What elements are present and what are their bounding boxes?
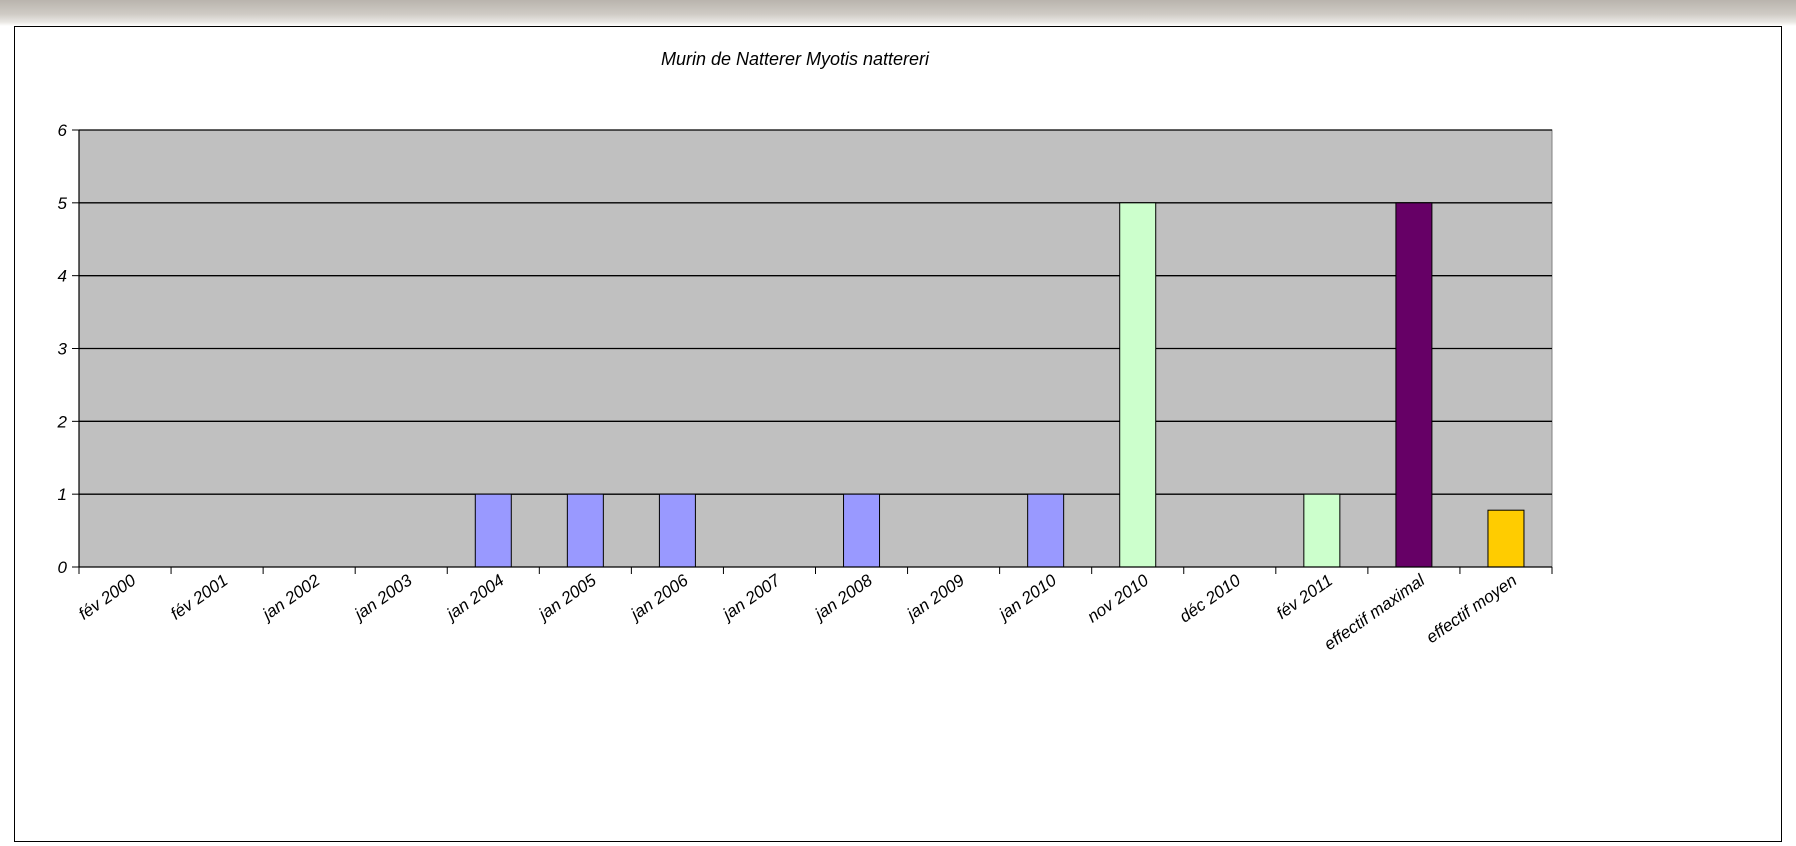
bar-4	[474, 493, 512, 568]
y-tick-label: 5	[58, 194, 68, 213]
x-axis-ticks: fév 2000 fév 2001 jan 2002 jan 2003 jan 2004…	[75, 567, 1553, 654]
x-tick-label: jan 2009	[902, 570, 968, 624]
x-tick-label: fév 2011	[1273, 571, 1336, 623]
bar-10	[1027, 493, 1065, 568]
bar-chart: Murin de Natterer Myotis nattereri 0 1 2 3 4…	[57, 49, 1553, 654]
chart-area: Murin de Natterer Myotis nattereri 0 1 2 3 4…	[14, 26, 1782, 842]
y-tick-label: 3	[58, 340, 68, 359]
bar-15	[1487, 509, 1525, 568]
y-tick-label: 0	[58, 558, 68, 577]
x-tick-label: déc 2010	[1176, 570, 1245, 626]
bar-6	[658, 493, 696, 568]
x-tick-label: jan 2005	[534, 570, 600, 624]
x-tick-label: jan 2007	[718, 570, 784, 624]
chart-title: Murin de Natterer Myotis nattereri	[661, 49, 930, 69]
x-tick-label: jan 2002	[257, 570, 323, 624]
y-tick-label: 1	[58, 485, 67, 504]
y-tick-label: 2	[57, 412, 68, 431]
x-tick-label: jan 2006	[626, 570, 692, 624]
x-tick-label: jan 2003	[350, 570, 416, 624]
y-tick-label: 6	[58, 121, 68, 140]
y-tick-label: 4	[58, 267, 67, 286]
x-tick-label: fév 2001	[167, 571, 231, 624]
x-tick-label: nov 2010	[1084, 570, 1153, 626]
y-axis-ticks: 0 1 2 3 4 5 6	[57, 121, 79, 577]
x-tick-label: jan 2004	[442, 571, 508, 625]
bars	[474, 202, 1525, 568]
x-tick-label: fév 2000	[75, 570, 140, 623]
bar-5	[566, 493, 604, 568]
x-tick-label: jan 2010	[994, 570, 1060, 624]
bar-8	[843, 493, 881, 568]
bar-13	[1303, 493, 1341, 568]
bar-11	[1119, 202, 1157, 568]
bar-14	[1395, 202, 1433, 568]
x-tick-label: effectif maximal	[1321, 570, 1430, 654]
x-tick-label: jan 2008	[810, 570, 876, 624]
x-tick-label: effectif moyen	[1423, 571, 1521, 647]
